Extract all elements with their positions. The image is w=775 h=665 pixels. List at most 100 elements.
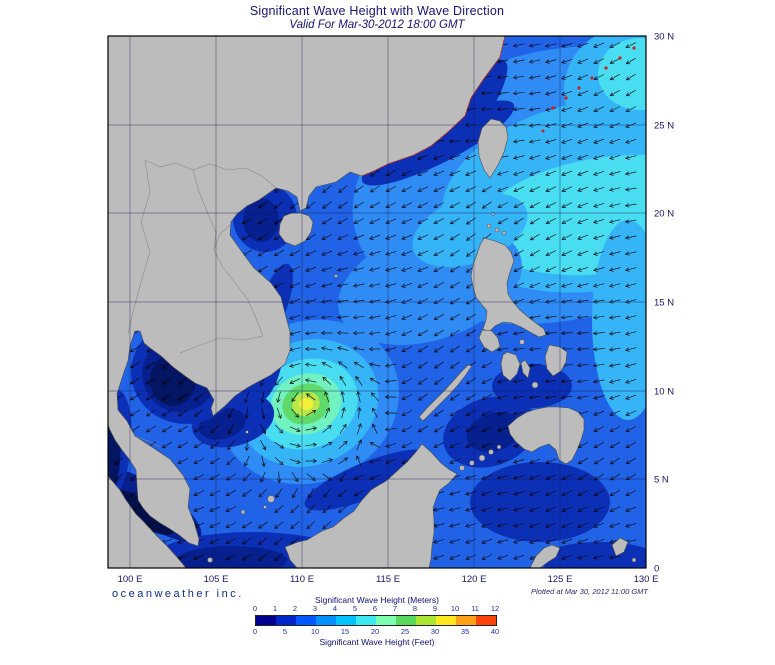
land-mindanao bbox=[507, 406, 585, 465]
legend-feet-tick: 0 bbox=[252, 627, 258, 636]
islet-red bbox=[551, 106, 555, 110]
country-border bbox=[144, 159, 277, 189]
islet bbox=[240, 509, 246, 515]
legend-feet-tick: 30 bbox=[430, 627, 440, 636]
islet-red bbox=[604, 66, 608, 70]
legend-meter-tick: 11 bbox=[471, 604, 479, 613]
islet bbox=[494, 227, 500, 233]
lon-label: 130 E bbox=[634, 574, 659, 585]
islet-red bbox=[618, 56, 622, 60]
islet bbox=[263, 505, 267, 509]
islet bbox=[245, 430, 249, 434]
islet bbox=[501, 230, 507, 236]
lon-label: 125 E bbox=[548, 574, 573, 585]
land-asia-mainland bbox=[108, 36, 506, 547]
islet-red bbox=[577, 86, 581, 90]
legend-meter-tick: 12 bbox=[490, 604, 500, 613]
plotted-timestamp: Plotted at Mar 30, 2012 11:00 GMT bbox=[530, 587, 648, 596]
country-border bbox=[179, 335, 264, 354]
oceanweather-logo: oceanweather inc. bbox=[112, 588, 244, 600]
lon-label: 115 E bbox=[376, 574, 400, 585]
lon-label: 120 E bbox=[462, 574, 487, 585]
islet bbox=[267, 495, 275, 503]
lon-label: 105 E bbox=[204, 574, 229, 585]
land-halmahera bbox=[611, 537, 629, 557]
islet bbox=[631, 557, 637, 563]
legend-meter-tick: 10 bbox=[450, 604, 460, 613]
legend-meter-tick: 8 bbox=[412, 604, 418, 613]
legend-meter-tick: 5 bbox=[352, 604, 358, 613]
land-mindoro bbox=[478, 329, 501, 353]
islet bbox=[531, 381, 539, 389]
islet-red bbox=[564, 96, 568, 100]
red-coastline bbox=[361, 36, 506, 177]
country-border bbox=[213, 223, 264, 337]
legend-color-cell bbox=[436, 616, 456, 625]
legend-meter-tick: 6 bbox=[372, 604, 378, 613]
land-taiwan bbox=[477, 118, 509, 179]
legend-meters-title: Significant Wave Height (Meters) bbox=[315, 595, 439, 605]
lat-label: 0 bbox=[654, 564, 659, 575]
islet bbox=[478, 454, 486, 462]
lat-label: 5 N bbox=[654, 475, 669, 486]
legend-feet-ticks: 0 5 10 15 20 25 30 35 40 bbox=[0, 627, 775, 637]
islet bbox=[519, 339, 525, 345]
islet bbox=[334, 274, 338, 278]
legend-meter-tick: 1 bbox=[272, 604, 278, 613]
islet-red bbox=[541, 129, 545, 133]
legend-color-cell bbox=[416, 616, 436, 625]
islet bbox=[459, 465, 465, 471]
lon-label: 110 E bbox=[290, 574, 314, 585]
legend-meter-tick: 4 bbox=[332, 604, 338, 613]
legend-feet-tick: 35 bbox=[460, 627, 470, 636]
lon-label: 100 E bbox=[118, 574, 143, 585]
legend-feet-title: Significant Wave Height (Feet) bbox=[319, 637, 435, 647]
legend-colorbar bbox=[255, 615, 497, 626]
islet bbox=[207, 557, 213, 563]
legend-meter-tick: 0 bbox=[252, 604, 258, 613]
country-border bbox=[127, 159, 151, 335]
land-sumatra bbox=[108, 475, 187, 568]
lat-label: 20 N bbox=[654, 209, 674, 220]
islet bbox=[496, 444, 502, 450]
islet bbox=[486, 223, 492, 229]
legend-color-cell bbox=[336, 616, 356, 625]
page-title: Significant Wave Height with Wave Direct… bbox=[249, 4, 505, 18]
legend-meter-tick: 7 bbox=[392, 604, 398, 613]
country-border bbox=[192, 169, 217, 251]
legend-feet-tick: 15 bbox=[340, 627, 350, 636]
land-hainan bbox=[278, 212, 314, 247]
lat-label: 30 N bbox=[654, 32, 674, 43]
land-samar bbox=[544, 344, 568, 377]
land-panay bbox=[500, 351, 521, 382]
valid-time-subtitle: Valid For Mar-30-2012 18:00 GMT bbox=[289, 19, 465, 31]
legend-color-cell bbox=[296, 616, 316, 625]
legend-feet-tick: 10 bbox=[310, 627, 320, 636]
islet bbox=[469, 460, 475, 466]
land-luzon bbox=[470, 237, 547, 338]
legend-meter-tick: 2 bbox=[292, 604, 298, 613]
lat-label: 10 N bbox=[654, 387, 674, 398]
islet-red bbox=[632, 46, 636, 50]
legend-color-cell bbox=[256, 616, 276, 625]
legend-color-cell bbox=[316, 616, 336, 625]
map-frame bbox=[107, 35, 647, 569]
land-cebu bbox=[520, 359, 531, 379]
land-layer bbox=[108, 36, 637, 568]
legend-meter-tick: 9 bbox=[432, 604, 438, 613]
wave-direction-arrows bbox=[113, 42, 637, 561]
legend-color-cell bbox=[476, 616, 496, 625]
legend-feet-tick: 20 bbox=[370, 627, 380, 636]
land-palawan bbox=[418, 364, 473, 422]
legend-feet-tick: 40 bbox=[490, 627, 500, 636]
legend-color-cell bbox=[356, 616, 376, 625]
legend-color-cell bbox=[456, 616, 476, 625]
country-border bbox=[133, 435, 161, 448]
legend-color-cell bbox=[376, 616, 396, 625]
land-borneo bbox=[284, 443, 458, 568]
islet bbox=[488, 449, 494, 455]
legend-feet-tick: 5 bbox=[282, 627, 288, 636]
legend-color-cell bbox=[276, 616, 296, 625]
graticule bbox=[108, 36, 646, 568]
